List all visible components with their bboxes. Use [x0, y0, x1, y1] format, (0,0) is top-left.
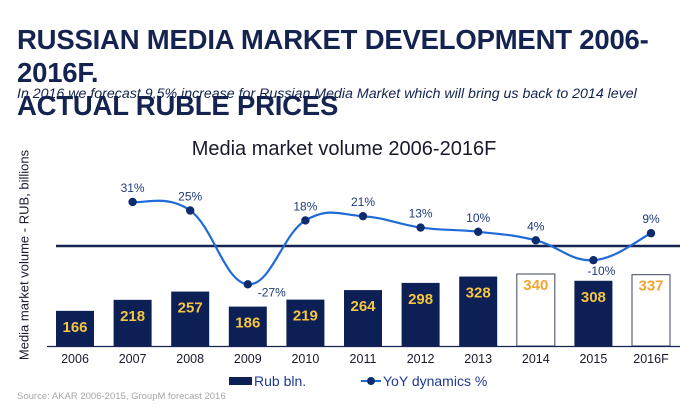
yoy-value-label-2013: 10% [466, 211, 490, 225]
bar-2011 [344, 290, 382, 346]
bar-value-label-2013: 328 [466, 285, 491, 302]
yoy-point-2008 [186, 206, 195, 215]
yoy-value-label-2015: -10% [587, 264, 615, 278]
x-tick-label-2012: 2012 [407, 352, 435, 366]
yoy-value-label-2016F: 9% [642, 212, 660, 226]
x-tick-label-2007: 2007 [119, 352, 147, 366]
page-title-line-2: ACTUAL RUBLE PRICES [17, 90, 339, 121]
yoy-value-label-2012: 13% [409, 207, 433, 221]
bar-2013 [459, 276, 498, 346]
x-tick-label-2014: 2014 [522, 352, 550, 366]
yoy-point-2009 [243, 280, 252, 289]
bar-2010 [286, 299, 325, 346]
legend-item-bars: Rub bln. [229, 373, 306, 389]
yoy-line [132, 199, 652, 286]
legend-bar-swatch-icon [229, 377, 252, 385]
bar-value-label-2006: 166 [62, 319, 87, 336]
bar-value-label-2009: 186 [235, 315, 260, 332]
x-tick-label-2011: 2011 [350, 352, 377, 366]
yoy-point-2016F [646, 229, 656, 238]
bar-value-label-2015: 308 [581, 289, 606, 306]
yoy-point-2010 [301, 216, 310, 225]
source-note: Source: AKAR 2006-2015, GroupM forecast … [17, 391, 226, 402]
bar-2014 [516, 273, 556, 347]
bar-2009 [228, 306, 267, 346]
bar-2015 [574, 280, 613, 346]
bar-value-label-2010: 219 [293, 308, 318, 325]
bar-value-label-2014: 340 [523, 277, 548, 294]
bar-2012 [401, 282, 440, 346]
bar-value-label-2016F: 337 [638, 278, 663, 295]
x-tick-label-2015: 2015 [579, 352, 607, 366]
yoy-point-2013 [474, 227, 483, 236]
x-tick-label-2016F: 2016F [633, 352, 669, 366]
yoy-point-2015 [589, 256, 598, 265]
bar-value-label-2011: 264 [350, 298, 376, 315]
bars-layer: 166 218 257 186 219 264 298 328 340 308 337 [56, 273, 671, 347]
yoy-value-label-2007: 31% [121, 181, 145, 195]
yoy-point-2011 [358, 211, 368, 221]
yoy-line-layer: 31% 25% -27% 18% 21% 13% 10% 4% -10% 9% [121, 181, 660, 299]
yoy-value-label-2009: -27% [258, 285, 286, 299]
bar-2006 [56, 310, 94, 346]
x-tick-label-2009: 2009 [234, 352, 262, 366]
bar-2016F [631, 274, 671, 347]
axis-layer: 2006 2007 2008 2009 2010 2011 2012 2013 2014 2015… [47, 244, 680, 366]
x-tick-label-2013: 2013 [464, 352, 492, 366]
legend-line-marker-icon [361, 376, 381, 386]
page-title-line-1: RUSSIAN MEDIA MARKET DEVELOPMENT 2006-20… [17, 24, 649, 88]
legend-bars-label: Rub bln. [254, 373, 307, 389]
bar-2008 [171, 291, 210, 346]
yoy-value-label-2010: 18% [293, 199, 317, 213]
bar-value-label-2007: 218 [120, 308, 145, 325]
bar-2007 [113, 299, 152, 346]
yoy-value-label-2008: 25% [178, 190, 202, 204]
page-subtitle: In 2016 we forecast 9,5% increase for Ru… [17, 86, 637, 102]
page-title: RUSSIAN MEDIA MARKET DEVELOPMENT 2006-20… [17, 23, 700, 122]
bar-value-label-2008: 257 [178, 300, 203, 317]
yoy-value-label-2014: 4% [527, 219, 545, 233]
chart-title: Media market volume 2006-2016F [0, 138, 700, 161]
x-tick-label-2010: 2010 [291, 352, 319, 366]
x-tick-label-2006: 2006 [61, 352, 89, 366]
chart-title-text: Media market volume 2006-2016F [191, 138, 497, 160]
yoy-point-2012 [416, 223, 425, 232]
bar-value-label-2012: 298 [408, 291, 433, 308]
yoy-point-2007 [128, 197, 137, 207]
legend-line-label: YoY dynamics % [383, 373, 488, 389]
legend-item-line: YoY dynamics % [361, 373, 487, 389]
x-tick-label-2008: 2008 [176, 352, 204, 366]
yoy-point-2014 [531, 236, 540, 245]
yoy-value-label-2011: 21% [351, 195, 375, 209]
